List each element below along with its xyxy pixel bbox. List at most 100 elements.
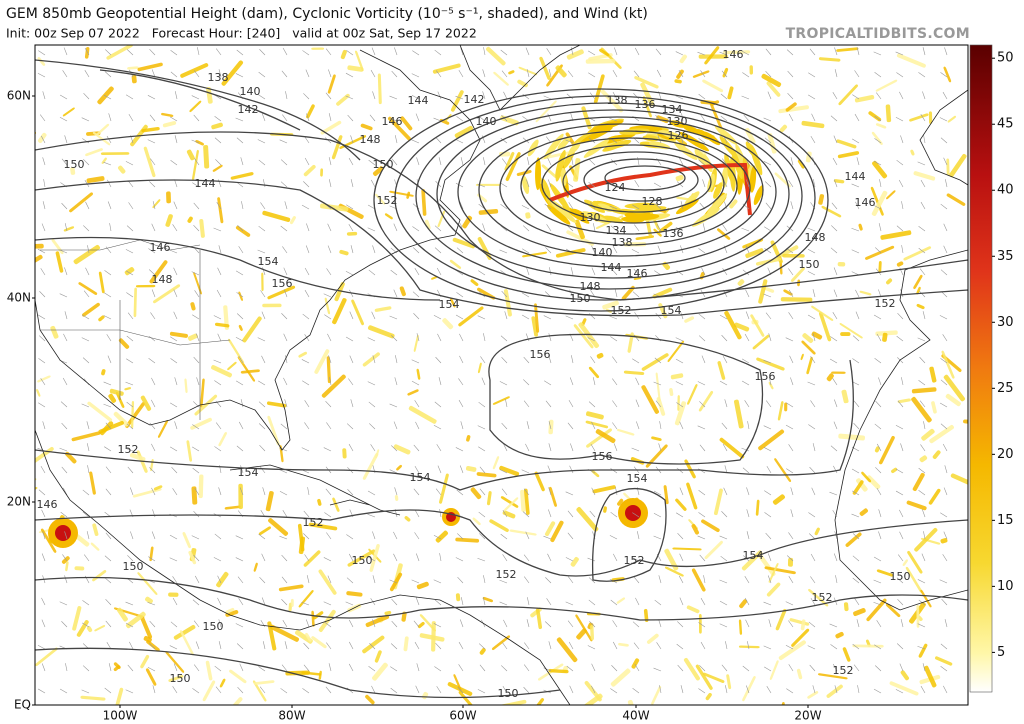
vorticity-streak xyxy=(149,546,154,562)
wind-barb xyxy=(501,665,508,672)
height-contour xyxy=(591,488,667,582)
wind-barb xyxy=(768,619,772,628)
vorticity-streak xyxy=(853,608,866,617)
vorticity-streak xyxy=(943,374,966,402)
vorticity-streak xyxy=(576,628,587,640)
wind-barb xyxy=(565,557,574,562)
wind-barb xyxy=(675,337,684,342)
wind-barb xyxy=(876,333,882,342)
vorticity-streak xyxy=(400,116,413,131)
vorticity-streak xyxy=(125,402,146,428)
contour-label: 140 xyxy=(240,85,261,98)
wind-barb xyxy=(40,465,46,474)
height-contour xyxy=(478,123,764,257)
wind-barb xyxy=(500,182,508,188)
wind-barb xyxy=(477,689,486,694)
vorticity-streak xyxy=(733,399,744,429)
wind-barb xyxy=(745,289,750,298)
wind-barb xyxy=(944,465,948,474)
wind-barb xyxy=(412,50,420,56)
wind-barb xyxy=(103,381,112,386)
wind-barb xyxy=(126,225,134,232)
wind-barb xyxy=(437,333,442,342)
wind-barb xyxy=(763,645,772,650)
wind-barb xyxy=(613,553,618,562)
wind-barb xyxy=(433,579,442,584)
vorticity-streak xyxy=(407,389,419,396)
wind-barb xyxy=(323,447,332,452)
wind-barb xyxy=(258,94,266,100)
vorticity-streak xyxy=(332,298,347,325)
vorticity-streak xyxy=(140,654,150,669)
wind-barb xyxy=(922,91,926,100)
wind-barb xyxy=(148,556,156,562)
wind-barb xyxy=(829,623,838,628)
wind-barb xyxy=(173,663,178,672)
wind-barb xyxy=(258,666,266,672)
vorticity-streak xyxy=(477,362,482,374)
vorticity-streak xyxy=(871,190,888,216)
wind-barb xyxy=(304,422,310,430)
wind-barb xyxy=(302,313,310,320)
contour-label: 134 xyxy=(606,224,627,237)
wind-barb xyxy=(764,512,772,518)
wind-barb xyxy=(876,487,882,496)
vorticity-streak xyxy=(224,505,241,510)
wind-barb xyxy=(129,641,134,650)
wind-barb xyxy=(105,422,112,430)
wind-barb xyxy=(920,685,926,694)
vorticity-streak xyxy=(818,194,825,205)
wind-barb xyxy=(587,50,596,56)
wind-barb xyxy=(501,290,508,298)
wind-barb xyxy=(193,114,200,122)
wind-barb xyxy=(391,445,398,452)
wind-barb xyxy=(438,377,442,386)
vorticity-streak xyxy=(365,614,390,628)
vorticity-streak xyxy=(768,563,779,583)
wind-barb xyxy=(152,201,156,210)
vorticity-streak xyxy=(455,537,480,543)
wind-barb xyxy=(876,92,882,100)
wind-barb xyxy=(943,487,948,496)
vorticity-streak xyxy=(719,437,745,459)
wind-barb xyxy=(125,447,134,452)
wind-barb xyxy=(610,336,618,342)
wind-barb xyxy=(82,600,90,606)
wind-barb xyxy=(433,424,442,430)
vorticity-streak xyxy=(774,458,792,482)
wind-barb xyxy=(236,292,244,298)
wind-barb xyxy=(455,447,464,452)
wind-barb xyxy=(328,179,332,188)
wind-barb xyxy=(565,139,574,144)
vorticity-streak xyxy=(517,79,528,88)
contour-label: 154 xyxy=(258,255,279,268)
vorticity-streak xyxy=(424,219,431,230)
wind-barb xyxy=(659,685,662,694)
wind-barb xyxy=(700,641,706,650)
wind-barb xyxy=(61,202,68,210)
wind-barb xyxy=(216,202,222,210)
wind-barb xyxy=(59,688,68,694)
wind-barb xyxy=(257,380,266,386)
vorticity-streak xyxy=(702,672,725,683)
wind-barb xyxy=(588,401,596,408)
wind-barb xyxy=(809,48,816,56)
vorticity-streak xyxy=(450,298,456,308)
colorbar-tick-label: 40 xyxy=(997,183,1014,198)
vorticity-streak xyxy=(389,572,403,592)
wind-barb xyxy=(391,335,398,342)
wind-barb xyxy=(195,333,200,342)
wind-barb xyxy=(259,423,266,430)
vorticity-streak xyxy=(98,315,105,322)
wind-barb xyxy=(64,311,68,320)
wind-barb xyxy=(523,686,530,694)
wind-barb xyxy=(215,48,222,56)
wind-barb xyxy=(570,443,574,452)
vorticity-streak xyxy=(921,428,935,441)
wind-barb xyxy=(479,488,486,496)
wind-barb xyxy=(148,269,156,276)
wind-barb xyxy=(680,685,684,694)
vorticity-streak xyxy=(950,473,968,486)
wind-barb xyxy=(896,577,904,584)
wind-barb xyxy=(434,225,442,232)
